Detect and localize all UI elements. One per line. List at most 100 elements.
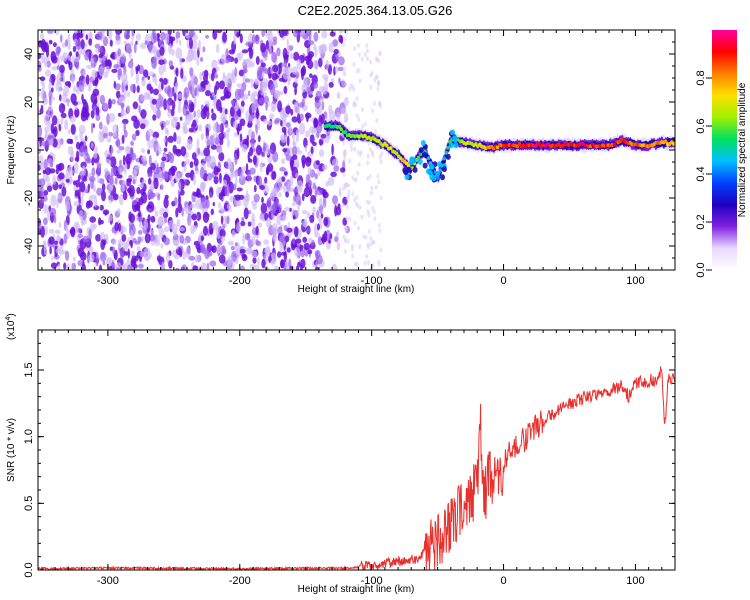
noise-speckle xyxy=(222,31,227,43)
noise-speckle xyxy=(129,239,133,246)
noise-speckle xyxy=(265,101,268,111)
noise-speckle xyxy=(96,106,100,116)
noise-speckle xyxy=(220,235,225,243)
noise-speckle xyxy=(294,86,297,96)
noise-speckle xyxy=(188,214,192,226)
noise-speckle xyxy=(161,123,164,131)
noise-speckle xyxy=(234,57,238,64)
noise-speckle xyxy=(368,228,371,234)
noise-speckle xyxy=(168,60,173,68)
noise-speckle xyxy=(312,141,317,147)
noise-speckle xyxy=(336,92,341,99)
noise-speckle xyxy=(133,119,140,129)
noise-speckle xyxy=(168,219,175,230)
noise-speckle xyxy=(184,92,188,98)
noise-speckle xyxy=(135,129,140,137)
noise-speckle xyxy=(379,103,382,109)
noise-speckle xyxy=(106,256,113,264)
noise-speckle xyxy=(139,42,147,50)
noise-speckle xyxy=(38,60,42,70)
noise-speckle xyxy=(272,100,277,105)
noise-speckle xyxy=(267,163,274,172)
noise-speckle xyxy=(141,155,147,162)
noise-speckle xyxy=(372,101,376,106)
noise-speckle xyxy=(272,64,279,73)
noise-speckle xyxy=(147,139,154,150)
noise-speckle xyxy=(109,151,112,160)
noise-speckle xyxy=(104,149,110,158)
noise-speckle xyxy=(78,209,84,221)
noise-speckle xyxy=(136,187,141,195)
noise-speckle xyxy=(163,197,169,209)
noise-speckle xyxy=(255,145,262,156)
noise-speckle xyxy=(328,176,335,186)
noise-speckle xyxy=(178,227,185,232)
noise-speckle xyxy=(196,187,200,197)
noise-speckle xyxy=(175,47,183,60)
noise-speckle xyxy=(374,56,378,62)
noise-speckle xyxy=(261,258,266,269)
noise-speckle xyxy=(192,49,198,61)
noise-speckle xyxy=(293,101,299,114)
noise-speckle xyxy=(376,173,380,179)
noise-speckle xyxy=(335,206,342,216)
noise-speckle xyxy=(171,48,175,57)
noise-speckle xyxy=(164,120,170,126)
noise-speckle xyxy=(119,55,127,65)
x-tick-label: -300 xyxy=(97,575,119,587)
noise-speckle xyxy=(368,146,372,152)
noise-speckle xyxy=(323,217,329,227)
noise-speckle xyxy=(61,186,67,197)
noise-speckle xyxy=(102,209,110,215)
noise-speckle xyxy=(368,173,372,179)
noise-speckle xyxy=(113,64,120,69)
noise-speckle xyxy=(303,137,308,148)
noise-speckle xyxy=(317,106,322,116)
noise-speckle xyxy=(236,187,243,192)
noise-speckle xyxy=(353,146,357,152)
noise-speckle xyxy=(226,57,232,63)
noise-speckle xyxy=(227,83,232,92)
noise-speckle xyxy=(164,217,168,224)
noise-speckle xyxy=(292,145,298,157)
noise-speckle xyxy=(246,247,253,255)
noise-speckle xyxy=(189,37,193,50)
noise-speckle xyxy=(292,154,298,160)
noise-speckle xyxy=(70,226,76,238)
noise-speckle xyxy=(229,106,235,117)
noise-speckle xyxy=(163,137,167,143)
noise-speckle xyxy=(362,234,366,240)
noise-speckle xyxy=(92,88,100,97)
noise-speckle xyxy=(152,30,156,39)
noise-speckle xyxy=(175,207,179,218)
noise-speckle xyxy=(179,116,183,121)
noise-speckle xyxy=(96,174,99,180)
noise-speckle xyxy=(158,93,162,100)
noise-speckle xyxy=(303,187,311,198)
noise-speckle xyxy=(286,181,292,193)
noise-speckle xyxy=(203,225,208,236)
noise-speckle xyxy=(245,163,249,171)
noise-speckle xyxy=(52,174,57,186)
noise-speckle xyxy=(93,145,98,155)
noise-speckle xyxy=(322,164,328,171)
noise-speckle xyxy=(164,127,169,135)
noise-speckle xyxy=(234,101,239,112)
snr-frame xyxy=(37,329,676,571)
noise-speckle xyxy=(108,131,113,137)
ridge-cell xyxy=(406,166,412,173)
noise-speckle xyxy=(53,126,58,138)
noise-speckle xyxy=(240,166,247,174)
noise-speckle xyxy=(147,75,150,81)
snr-y-ticks: 0.0 0.5 1.0 1.5 xyxy=(23,342,675,578)
noise-speckle xyxy=(211,112,217,121)
noise-speckle xyxy=(98,65,105,77)
noise-speckle xyxy=(220,113,227,124)
noise-speckle xyxy=(367,212,371,218)
noise-speckle xyxy=(282,30,288,37)
noise-speckle xyxy=(55,167,59,175)
noise-speckle xyxy=(228,49,235,55)
noise-speckle xyxy=(69,115,77,123)
noise-speckle xyxy=(139,123,146,130)
snr-y-scale: (x104) xyxy=(5,313,17,340)
